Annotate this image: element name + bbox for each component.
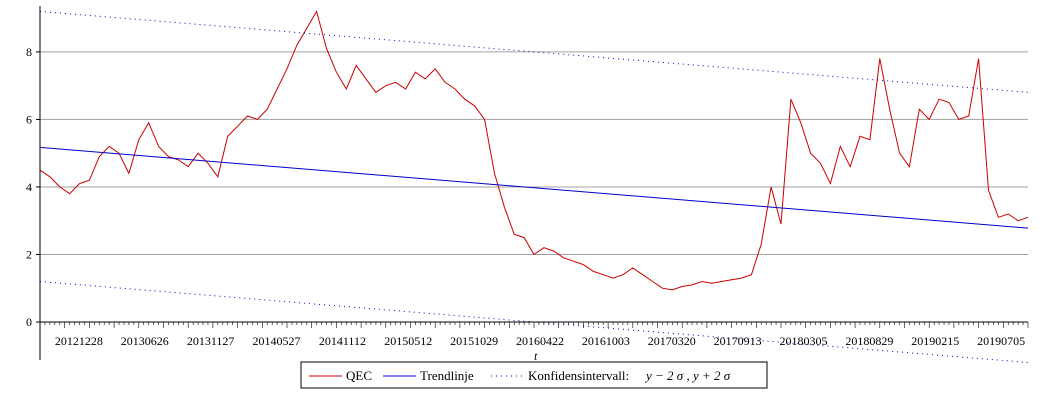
x-tick-label: 20190705: [977, 334, 1025, 348]
legend-formula: y − 2 σ , y + 2 σ: [644, 368, 731, 383]
axes: 0 2 4 6 8 20121228 20130626 20131127 20140527 201…: [26, 6, 1029, 360]
legend-box: [300, 361, 768, 389]
y-tick-label: 2: [26, 247, 32, 261]
legend-label-qec: QEC: [346, 368, 372, 383]
x-tick-label: 20170320: [648, 334, 696, 348]
series-layer: [39, 10, 1029, 363]
x-tick-label: 20130626: [121, 334, 169, 348]
y-tick-label: 4: [26, 180, 32, 194]
y-tick-label: 6: [26, 112, 32, 126]
x-tick-label: 20160422: [516, 334, 564, 348]
y-tick-label: 8: [26, 45, 32, 59]
legend-label-trend: Trendlinje: [420, 368, 474, 383]
series-line-qec: [39, 10, 1029, 291]
x-tick-label: 20170913: [714, 334, 762, 348]
x-tick-label: 20140527: [253, 334, 301, 348]
series-line-trendlinje: [39, 146, 1029, 229]
x-tick-label: 20150512: [384, 334, 432, 348]
x-tick-label: 20151029: [450, 334, 498, 348]
x-axis-label: t: [534, 349, 538, 363]
y-tick-label: 0: [26, 315, 32, 329]
x-tick-label: 20131127: [187, 334, 235, 348]
grid-lines: [40, 51, 1028, 255]
legend: QEC Trendlinje Konfidensintervall: y − 2…: [300, 361, 768, 389]
x-tick-label: 20180829: [845, 334, 893, 348]
x-tick-label: 20121228: [55, 334, 103, 348]
x-tick-label: 20141112: [319, 334, 366, 348]
x-tick-label: 20190215: [911, 334, 959, 348]
x-tick-label: 20161003: [582, 334, 630, 348]
legend-label-ci: Konfidensintervall:: [528, 368, 629, 383]
series-line-konfidensintervall-: [39, 10, 1029, 93]
x-tick-label: 20180305: [779, 334, 827, 348]
